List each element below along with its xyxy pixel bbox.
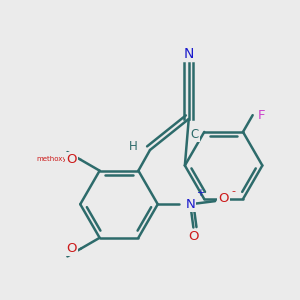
- Text: H: H: [129, 140, 137, 153]
- Text: O: O: [188, 230, 199, 243]
- Text: O: O: [66, 242, 77, 255]
- Text: +: +: [196, 188, 204, 198]
- Text: N: N: [185, 198, 195, 211]
- Text: O: O: [218, 191, 229, 205]
- Text: -: -: [232, 186, 236, 196]
- Text: O: O: [67, 153, 76, 166]
- Text: N: N: [184, 47, 194, 61]
- Text: F: F: [258, 109, 266, 122]
- Text: methoxy: methoxy: [36, 156, 67, 162]
- Text: O: O: [66, 153, 77, 166]
- Text: C: C: [191, 128, 199, 141]
